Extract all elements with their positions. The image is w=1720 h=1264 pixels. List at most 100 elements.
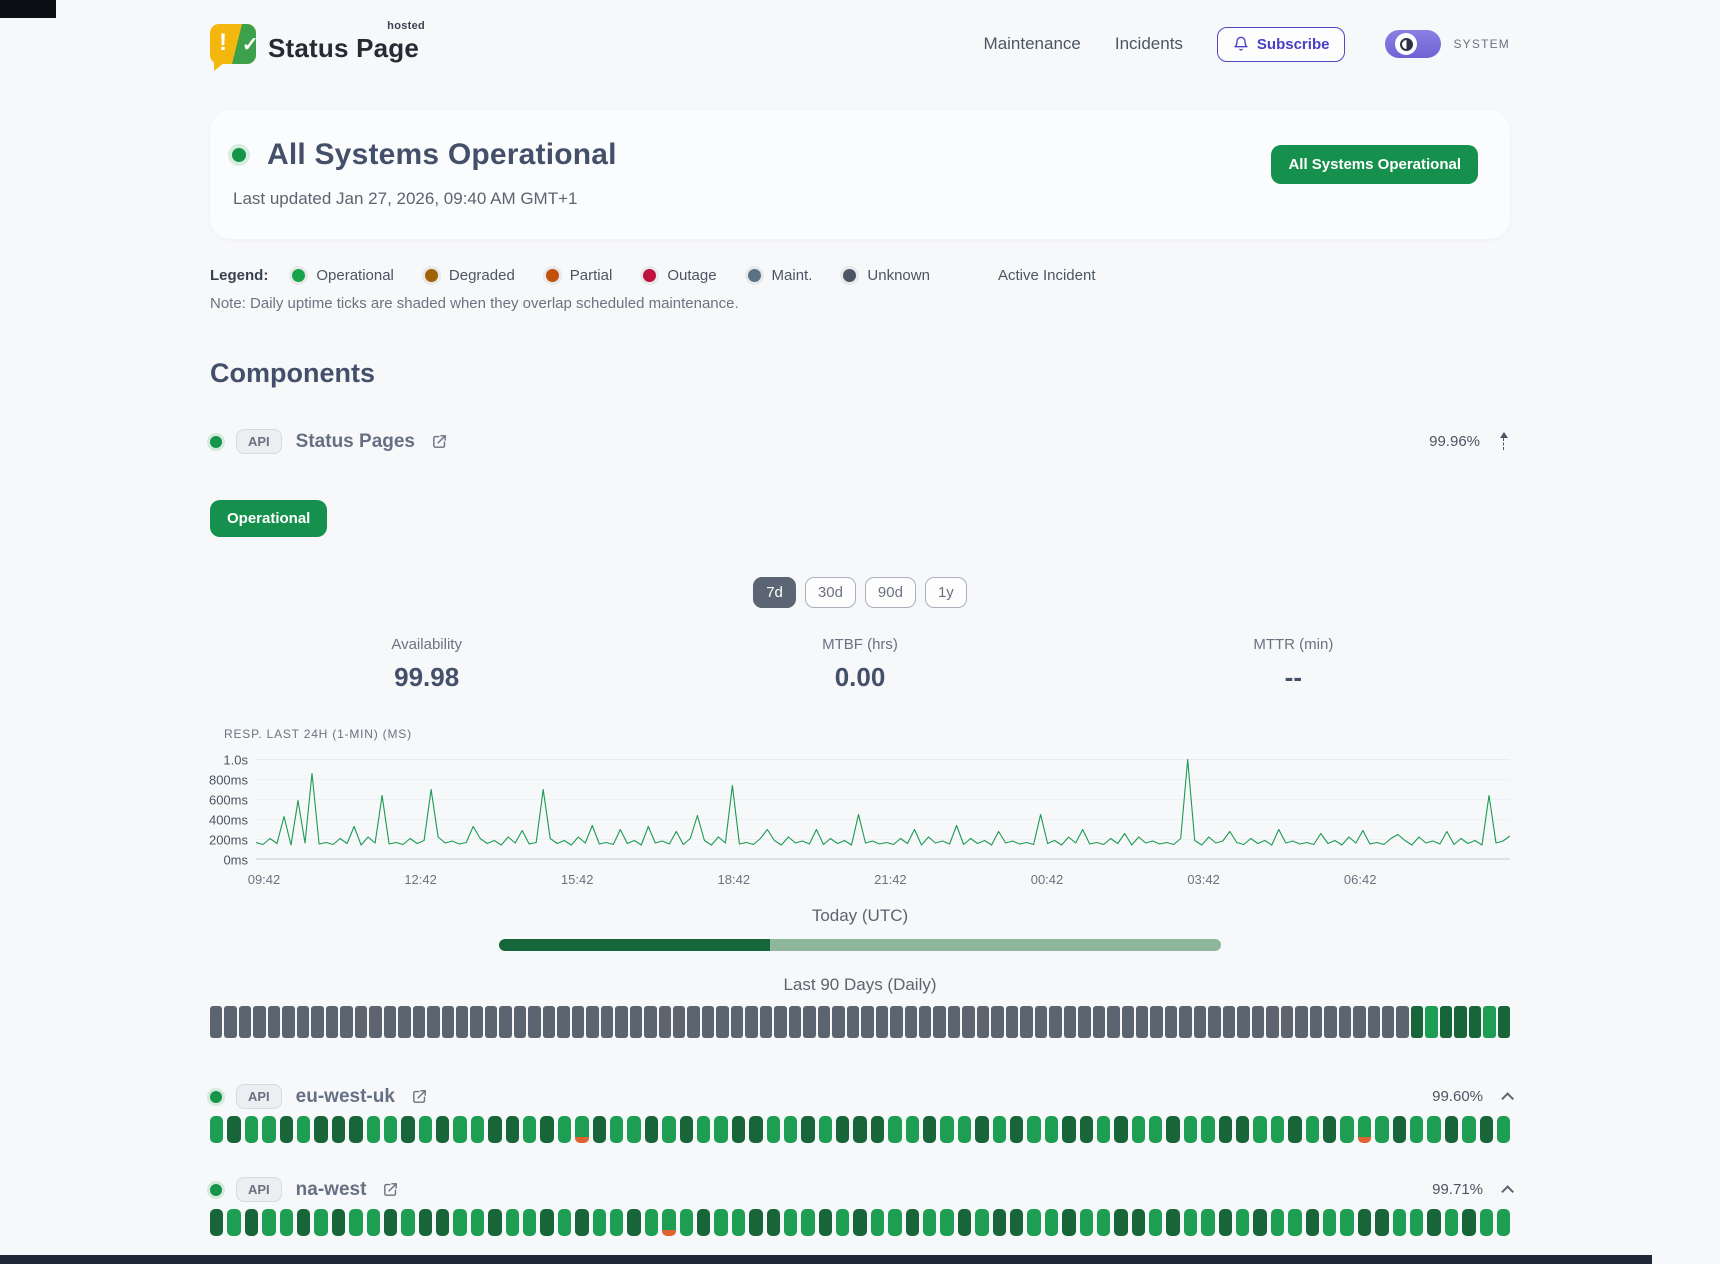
uptime-tick[interactable] <box>904 1006 917 1038</box>
uptime-tick[interactable] <box>575 1116 589 1143</box>
uptime-tick[interactable] <box>401 1209 415 1236</box>
uptime-tick[interactable] <box>745 1006 758 1038</box>
uptime-tick[interactable] <box>870 1209 885 1236</box>
uptime-tick[interactable] <box>846 1006 860 1038</box>
uptime-ticks[interactable] <box>210 1209 1511 1236</box>
uptime-tick[interactable] <box>1357 1209 1372 1236</box>
uptime-tick[interactable] <box>383 1116 398 1143</box>
external-link-icon[interactable] <box>382 1181 399 1198</box>
uptime-tick[interactable] <box>1309 1006 1323 1038</box>
uptime-tick[interactable] <box>1392 1209 1406 1236</box>
uptime-tick[interactable] <box>528 1006 541 1038</box>
uptime-tick[interactable] <box>296 1209 311 1236</box>
uptime-tick[interactable] <box>513 1006 527 1038</box>
uptime-tick[interactable] <box>453 1209 467 1236</box>
uptime-tick[interactable] <box>383 1006 397 1038</box>
uptime-tick[interactable] <box>253 1006 266 1038</box>
uptime-tick[interactable] <box>592 1116 606 1143</box>
uptime-tick[interactable] <box>366 1209 380 1236</box>
uptime-tick[interactable] <box>818 1209 833 1236</box>
uptime-tick[interactable] <box>1009 1116 1024 1143</box>
uptime-tick[interactable] <box>296 1116 311 1143</box>
uptime-tick[interactable] <box>783 1209 798 1236</box>
uptime-tick[interactable] <box>947 1006 961 1038</box>
uptime-tick[interactable] <box>1253 1116 1267 1143</box>
uptime-tick[interactable] <box>923 1209 937 1236</box>
uptime-tick[interactable] <box>1005 1006 1019 1038</box>
uptime-tick[interactable] <box>1183 1209 1198 1236</box>
nav-incidents[interactable]: Incidents <box>1114 34 1183 53</box>
uptime-tick[interactable] <box>714 1209 728 1236</box>
uptime-tick[interactable] <box>1107 1006 1120 1038</box>
uptime-tick[interactable] <box>331 1209 346 1236</box>
uptime-tick[interactable] <box>1340 1116 1354 1143</box>
uptime-tick[interactable] <box>505 1116 520 1143</box>
uptime-tick[interactable] <box>627 1116 641 1143</box>
uptime-tick[interactable] <box>314 1116 328 1143</box>
uptime-tick[interactable] <box>586 1006 599 1038</box>
uptime-tick[interactable] <box>1427 1209 1441 1236</box>
uptime-tick[interactable] <box>1027 1116 1041 1143</box>
uptime-tick[interactable] <box>1201 1116 1215 1143</box>
uptime-tick[interactable] <box>1236 1209 1250 1236</box>
uptime-tick[interactable] <box>455 1006 469 1038</box>
uptime-tick[interactable] <box>679 1116 693 1143</box>
uptime-tick[interactable] <box>331 1116 346 1143</box>
uptime-tick[interactable] <box>311 1006 324 1038</box>
uptime-tick[interactable] <box>1079 1209 1093 1236</box>
uptime-tick[interactable] <box>1381 1006 1395 1038</box>
uptime-tick[interactable] <box>730 1006 744 1038</box>
uptime-tick[interactable] <box>238 1006 252 1038</box>
uptime-tick[interactable] <box>441 1006 454 1038</box>
uptime-tick[interactable] <box>282 1006 295 1038</box>
uptime-tick[interactable] <box>749 1209 763 1236</box>
uptime-tick[interactable] <box>644 1116 659 1143</box>
uptime-tick[interactable] <box>1479 1209 1493 1236</box>
uptime-tick[interactable] <box>505 1209 520 1236</box>
uptime-tick[interactable] <box>1218 1209 1233 1236</box>
uptime-tick[interactable] <box>992 1116 1006 1143</box>
uptime-tick[interactable] <box>788 1006 802 1038</box>
uptime-tick[interactable] <box>1462 1209 1476 1236</box>
uptime-tick[interactable] <box>1063 1006 1077 1038</box>
uptime-tick[interactable] <box>279 1209 293 1236</box>
uptime-tick[interactable] <box>470 1116 485 1143</box>
uptime-tick[interactable] <box>905 1209 920 1236</box>
uptime-tick[interactable] <box>1150 1006 1163 1038</box>
uptime-tick[interactable] <box>679 1209 693 1236</box>
uptime-tick[interactable] <box>412 1006 426 1038</box>
uptime-tick[interactable] <box>296 1006 310 1038</box>
uptime-tick[interactable] <box>1427 1116 1441 1143</box>
uptime-ticks-90d[interactable] <box>210 1006 1511 1038</box>
uptime-tick[interactable] <box>905 1116 920 1143</box>
uptime-tick[interactable] <box>1323 1209 1337 1236</box>
uptime-tick[interactable] <box>1479 1116 1493 1143</box>
uptime-ticks[interactable] <box>210 1116 1511 1143</box>
uptime-tick[interactable] <box>1496 1116 1511 1143</box>
uptime-tick[interactable] <box>1166 1209 1180 1236</box>
uptime-tick[interactable] <box>398 1006 411 1038</box>
uptime-tick[interactable] <box>1079 1116 1093 1143</box>
uptime-tick[interactable] <box>1392 1116 1406 1143</box>
uptime-tick[interactable] <box>716 1006 729 1038</box>
uptime-tick[interactable] <box>1497 1006 1511 1038</box>
uptime-tick[interactable] <box>557 1209 572 1236</box>
uptime-tick[interactable] <box>1305 1116 1319 1143</box>
uptime-tick[interactable] <box>227 1116 241 1143</box>
uptime-tick[interactable] <box>542 1006 556 1038</box>
uptime-tick[interactable] <box>731 1209 746 1236</box>
uptime-tick[interactable] <box>1096 1209 1111 1236</box>
uptime-tick[interactable] <box>484 1006 498 1038</box>
uptime-tick[interactable] <box>1483 1006 1496 1038</box>
uptime-tick[interactable] <box>774 1006 787 1038</box>
uptime-tick[interactable] <box>940 1209 954 1236</box>
uptime-tick[interactable] <box>1323 1116 1337 1143</box>
uptime-tick[interactable] <box>349 1116 363 1143</box>
uptime-tick[interactable] <box>1193 1006 1207 1038</box>
uptime-tick[interactable] <box>1062 1209 1076 1236</box>
uptime-tick[interactable] <box>470 1209 485 1236</box>
uptime-tick[interactable] <box>600 1006 614 1038</box>
uptime-tick[interactable] <box>314 1209 328 1236</box>
theme-toggle[interactable] <box>1385 30 1442 58</box>
uptime-tick[interactable] <box>731 1116 746 1143</box>
